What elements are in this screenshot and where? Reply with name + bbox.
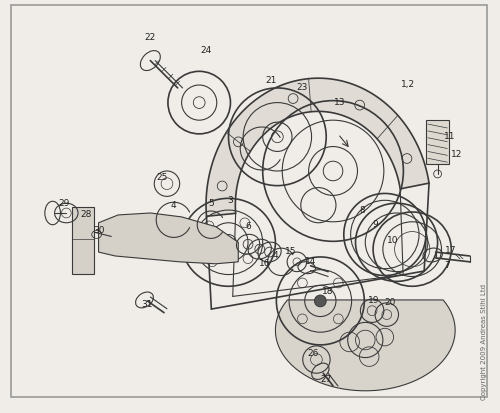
Text: 22: 22 [144, 33, 156, 42]
Text: 28: 28 [80, 211, 92, 219]
Bar [426, 120, 450, 164]
Text: 27: 27 [320, 375, 332, 384]
Text: 10: 10 [387, 236, 398, 245]
Text: 31: 31 [142, 300, 153, 309]
Text: 5: 5 [208, 199, 214, 208]
Bar [72, 207, 94, 273]
Text: 25: 25 [156, 173, 168, 182]
Ellipse shape [314, 295, 326, 307]
Text: 1,2: 1,2 [401, 80, 415, 88]
Text: 13: 13 [334, 98, 345, 107]
Text: 24: 24 [200, 46, 211, 55]
Text: 14: 14 [305, 257, 316, 266]
Text: 23: 23 [296, 83, 308, 93]
Text: 11: 11 [444, 132, 455, 141]
Text: 3: 3 [228, 196, 234, 205]
Text: 17: 17 [444, 246, 456, 255]
Text: 18: 18 [322, 287, 334, 296]
Text: 16: 16 [259, 259, 270, 268]
Text: 26: 26 [308, 349, 319, 358]
Text: 15: 15 [286, 247, 297, 256]
Text: 20: 20 [384, 298, 396, 307]
Polygon shape [206, 78, 429, 216]
Text: 4: 4 [171, 201, 176, 210]
Text: 29: 29 [58, 199, 70, 208]
Polygon shape [276, 300, 455, 391]
Text: 21: 21 [266, 76, 277, 85]
Text: 30: 30 [93, 226, 104, 235]
Text: 6: 6 [245, 222, 251, 231]
Text: 19: 19 [368, 297, 380, 306]
Text: 7: 7 [444, 261, 450, 270]
Text: Copyright 2009 Andreas Stihl Ltd: Copyright 2009 Andreas Stihl Ltd [482, 284, 488, 400]
Text: 12: 12 [450, 150, 462, 159]
Text: 8: 8 [360, 206, 365, 215]
Text: 4: 4 [272, 252, 278, 261]
Polygon shape [98, 213, 238, 264]
Text: 9: 9 [372, 220, 378, 229]
